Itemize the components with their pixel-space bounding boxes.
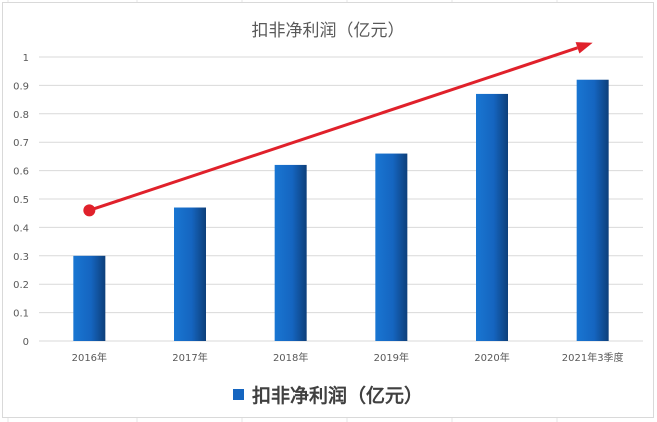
x-tick-label: 2019年 <box>374 351 409 364</box>
bar <box>476 93 508 341</box>
bar <box>174 207 206 341</box>
y-tick-label: 0.8 <box>13 110 29 121</box>
x-tick-label: 2016年 <box>72 351 107 364</box>
arrow-start-dot <box>83 204 96 217</box>
y-tick-label: 1 <box>23 53 29 64</box>
gridlines <box>39 56 643 342</box>
y-tick-label: 0.9 <box>13 81 29 92</box>
bars <box>73 79 609 341</box>
plot-area: 0 0.1 0.2 0.3 0.4 0.5 0.6 0.7 0.8 0.9 1 2016年 2017年… <box>13 42 643 364</box>
bar <box>375 153 408 341</box>
bar <box>274 164 307 341</box>
y-tick-label: 0.7 <box>13 138 29 149</box>
y-axis-ticks: 0 0.1 0.2 0.3 0.4 0.5 0.6 0.7 0.8 0.9 1 <box>13 53 29 348</box>
y-tick-label: 0 <box>23 337 29 348</box>
y-tick-label: 0.6 <box>13 167 29 178</box>
bar <box>73 255 106 341</box>
y-tick-label: 0.2 <box>13 280 29 291</box>
y-tick-label: 0.1 <box>13 309 29 320</box>
legend-label: 扣非净利润（亿元） <box>251 385 423 407</box>
legend-swatch <box>232 389 244 400</box>
y-tick-label: 0.3 <box>13 252 29 263</box>
y-tick-label: 0.4 <box>13 223 29 234</box>
legend[interactable]: 扣非净利润（亿元） <box>3 381 653 408</box>
arrow-head <box>575 42 593 54</box>
x-tick-label: 2017年 <box>172 351 207 364</box>
x-tick-label: 2018年 <box>273 351 308 364</box>
chart-area[interactable]: 扣非净利润（亿元） 0 0.1 0.2 0.3 0.4 0.5 0.6 0.7 0.8 0.9 1 … <box>2 2 654 418</box>
arrow-shaft <box>88 46 578 212</box>
x-axis-ticks: 2016年 2017年 2018年 2019年 2020年 2021年3季度 <box>72 351 624 364</box>
trend-arrow <box>83 42 593 217</box>
x-tick-label: 2021年3季度 <box>562 351 624 364</box>
x-tick-label: 2020年 <box>474 351 509 364</box>
y-tick-label: 0.5 <box>13 195 29 206</box>
chart-title: 扣非净利润（亿元） <box>251 21 405 41</box>
bar <box>576 79 609 341</box>
